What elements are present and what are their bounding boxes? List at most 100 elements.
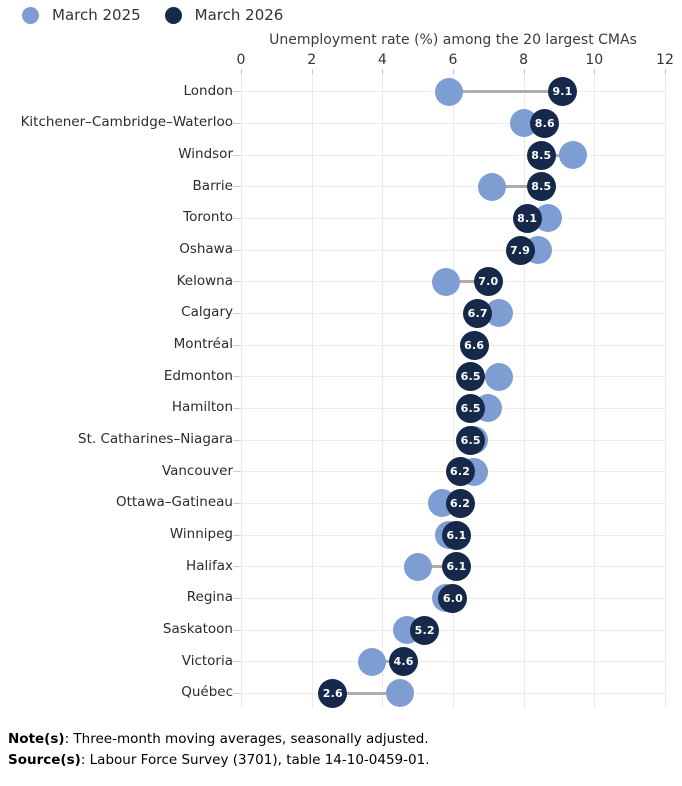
march-2026-dot[interactable]: 6.2 xyxy=(445,488,475,518)
category-label: Québec xyxy=(181,684,233,701)
march-2026-dot[interactable]: 6.2 xyxy=(445,457,475,487)
category-axis-tick xyxy=(233,439,240,441)
category-label: Saskatoon xyxy=(162,621,233,638)
source-line: Source(s): Labour Force Survey (3701), t… xyxy=(8,750,430,771)
category-axis-tick xyxy=(233,692,240,694)
category-axis-tick xyxy=(233,629,240,631)
march-2025-dot[interactable] xyxy=(385,679,414,708)
x-axis-tick xyxy=(594,69,596,75)
march-2025-dot[interactable] xyxy=(477,172,506,201)
dumbbell-connector xyxy=(491,185,542,189)
legend-label: March 2026 xyxy=(194,6,284,24)
category-label: Victoria xyxy=(181,652,233,669)
march-2026-dot[interactable]: 2.6 xyxy=(318,678,348,708)
x-axis-tick xyxy=(311,69,313,75)
march-2025-dot[interactable] xyxy=(403,552,432,581)
march-2026-dot[interactable]: 9.1 xyxy=(548,77,577,107)
category-label: Hamilton xyxy=(171,399,233,416)
march-2026-dot[interactable]: 6.5 xyxy=(456,362,486,392)
dumbbell-connector xyxy=(332,691,400,695)
march-2026-dot[interactable]: 7.9 xyxy=(505,235,535,265)
category-label: Edmonton xyxy=(163,367,233,384)
x-axis-tick xyxy=(523,69,525,75)
march-2025-dot[interactable] xyxy=(559,141,588,170)
category-label: Toronto xyxy=(183,209,233,226)
chart-title: Unemployment rate (%) among the 20 large… xyxy=(269,32,637,48)
march-2026-dot[interactable]: 5.2 xyxy=(410,615,440,645)
march-2025-swatch-icon xyxy=(22,6,39,24)
x-axis-tick xyxy=(664,69,666,75)
x-axis-tick-label: 0 xyxy=(236,52,246,68)
category-axis-tick xyxy=(233,91,240,93)
category-axis-tick xyxy=(233,217,240,219)
row-gridline xyxy=(234,661,665,663)
march-2025-dot[interactable] xyxy=(357,647,386,676)
march-2026-dot[interactable]: 8.6 xyxy=(530,108,560,138)
x-axis-tick xyxy=(452,69,454,75)
march-2026-dot[interactable]: 8.5 xyxy=(526,140,556,170)
category-label: London xyxy=(183,82,234,99)
source-text: : Labour Force Survey (3701), table 14-1… xyxy=(80,752,430,768)
category-label: Kitchener–Cambridge–Waterloo xyxy=(20,114,233,131)
march-2026-dot[interactable]: 7.0 xyxy=(473,267,503,297)
note-label: Note(s) xyxy=(8,731,65,747)
x-axis-tick-label: 12 xyxy=(656,52,674,68)
dumbbell-connector xyxy=(417,565,457,569)
march-2025-dot[interactable] xyxy=(435,77,464,106)
note-text: : Three-month moving averages, seasonall… xyxy=(64,731,429,747)
march-2025-dot[interactable] xyxy=(484,362,513,391)
x-gridline xyxy=(523,76,525,710)
row-gridline xyxy=(234,122,665,124)
legend-item-march-2025[interactable]: March 2025 xyxy=(22,6,141,24)
legend-item-march-2026[interactable]: March 2026 xyxy=(164,6,284,24)
source-label: Source(s) xyxy=(8,752,81,768)
march-2026-swatch-icon xyxy=(164,6,182,24)
row-gridline xyxy=(234,312,665,314)
category-label: Ottawa–Gatineau xyxy=(115,494,233,511)
row-gridline xyxy=(234,249,665,251)
march-2026-dot[interactable]: 6.1 xyxy=(442,520,471,550)
category-label: Windsor xyxy=(178,146,233,163)
legend-label: March 2025 xyxy=(52,6,141,24)
x-axis-tick xyxy=(241,69,242,75)
x-axis-tick-label: 8 xyxy=(519,52,529,68)
march-2026-dot[interactable]: 6.5 xyxy=(456,393,486,423)
march-2026-dot[interactable]: 6.5 xyxy=(456,425,486,455)
march-2026-dot[interactable]: 6.7 xyxy=(463,298,493,328)
march-2026-dot[interactable]: 6.1 xyxy=(442,552,471,582)
note-line: Note(s): Three-month moving averages, se… xyxy=(8,729,430,750)
x-axis-tick xyxy=(382,69,384,75)
row-gridline xyxy=(234,344,665,346)
march-2026-dot[interactable]: 4.6 xyxy=(389,647,419,677)
x-gridline xyxy=(664,76,666,710)
category-label: Montréal xyxy=(173,336,233,353)
march-2026-dot[interactable]: 8.5 xyxy=(526,172,556,202)
category-axis-tick xyxy=(233,566,240,568)
category-label: Calgary xyxy=(181,304,233,321)
category-axis-tick xyxy=(233,154,240,156)
dumbbell-connector xyxy=(371,660,404,664)
category-axis-tick xyxy=(233,186,240,188)
category-axis-tick xyxy=(233,376,240,378)
category-label: St. Catharines–Niagara xyxy=(78,431,233,448)
march-2026-dot[interactable]: 8.1 xyxy=(512,203,542,233)
x-gridline xyxy=(594,76,596,710)
dumbbell-connector xyxy=(449,90,563,94)
category-label: Halifax xyxy=(186,557,233,574)
row-gridline xyxy=(234,692,665,694)
x-gridline xyxy=(241,76,242,710)
category-axis-tick xyxy=(233,122,240,124)
march-2026-dot[interactable]: 6.6 xyxy=(459,330,489,360)
x-gridline xyxy=(311,76,313,710)
category-label: Kelowna xyxy=(176,272,233,289)
category-axis-tick xyxy=(233,312,240,314)
category-axis-tick xyxy=(233,597,240,599)
category-label: Regina xyxy=(186,589,233,606)
category-axis-tick xyxy=(233,534,240,536)
march-2025-dot[interactable] xyxy=(431,267,460,296)
chart-footnotes: Note(s): Three-month moving averages, se… xyxy=(8,729,430,771)
category-label: Barrie xyxy=(192,177,233,194)
row-gridline xyxy=(234,217,665,219)
march-2026-dot[interactable]: 6.0 xyxy=(438,583,468,613)
